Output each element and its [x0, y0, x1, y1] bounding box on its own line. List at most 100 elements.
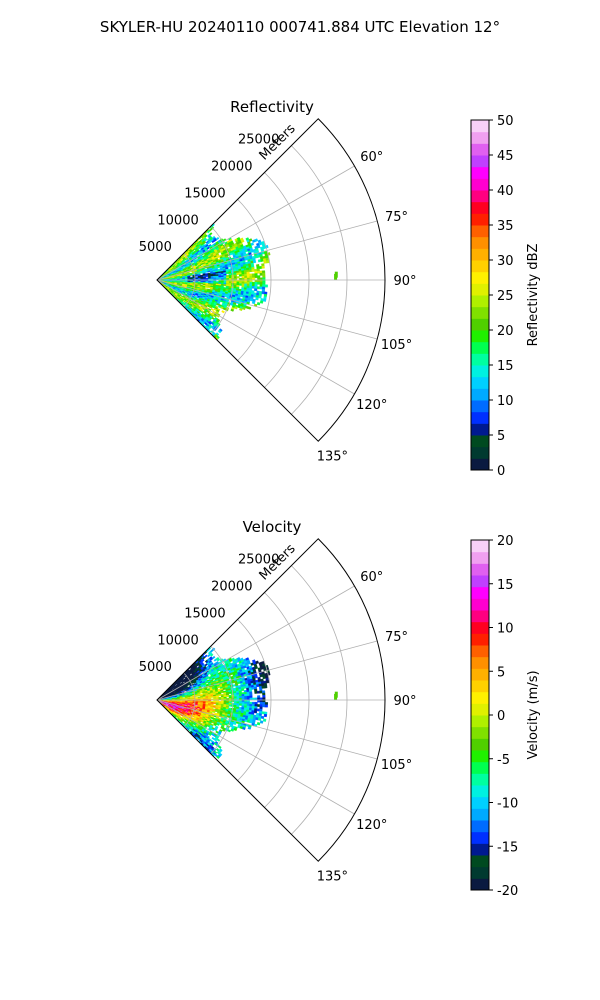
azimuth-tick-label: 135°	[317, 869, 348, 884]
colorbar-swatch	[471, 306, 489, 319]
colorbar-swatch	[471, 715, 489, 728]
colorbar-swatch	[471, 691, 489, 704]
colorbar-swatch	[471, 796, 489, 809]
colorbar-swatch	[471, 318, 489, 331]
azimuth-tick-label: 75°	[385, 630, 408, 645]
colorbar-swatch	[471, 458, 489, 471]
colorbar-swatch	[471, 831, 489, 844]
colorbar-swatch	[471, 866, 489, 879]
colorbar-tick-label: -15	[497, 840, 518, 855]
colorbar-tick-label: 35	[497, 219, 514, 234]
azimuth-spoke	[156, 165, 355, 281]
colorbar-swatch	[471, 143, 489, 156]
colorbar-swatch	[471, 411, 489, 424]
colorbar-swatch	[471, 435, 489, 448]
colorbar-swatch	[471, 610, 489, 623]
colorbar-swatch	[471, 855, 489, 868]
velocity-panel: Velocity 60° 75° 90° 105° 120° 135° 5000 10000 15…	[139, 518, 541, 899]
colorbar-swatch	[471, 400, 489, 413]
colorbar-swatch	[471, 446, 489, 459]
colorbar-swatch	[471, 621, 489, 634]
colorbar-swatch	[471, 633, 489, 646]
colorbar-swatch	[471, 843, 489, 856]
range-tick-label: 20000	[211, 160, 252, 175]
colorbar-swatch	[471, 738, 489, 751]
range-tick-label: 5000	[139, 660, 172, 675]
colorbar-swatch	[471, 213, 489, 226]
colorbar-swatch	[471, 820, 489, 833]
colorbar-swatch	[471, 575, 489, 588]
azimuth-spoke	[156, 279, 378, 340]
colorbar-swatch	[471, 236, 489, 249]
azimuth-tick-label: 120°	[356, 398, 387, 413]
colorbar-swatch	[471, 225, 489, 238]
polar-grid	[156, 145, 385, 415]
reflectivity-panel: Reflectivity60°75°90°105°120°135°5000100…	[139, 98, 541, 479]
figure-suptitle: SKYLER-HU 20240110 000741.884 UTC Elevat…	[100, 18, 500, 36]
colorbar-swatch	[471, 878, 489, 891]
polar-grid	[156, 565, 385, 835]
colorbar-swatch	[471, 295, 489, 308]
range-tick-label: 25000	[238, 553, 279, 568]
colorbar-tick-label: -20	[497, 884, 518, 899]
azimuth-spoke	[156, 699, 355, 815]
range-tick-label: 15000	[184, 186, 225, 201]
colorbar-swatch	[471, 551, 489, 564]
colorbar-label: Reflectivity dBZ	[526, 244, 541, 347]
sector-outline	[156, 538, 386, 862]
colorbar-swatch	[471, 656, 489, 669]
colorbar-swatch	[471, 761, 489, 774]
range-tick-label: 20000	[211, 580, 252, 595]
colorbar-swatch	[471, 808, 489, 821]
colorbar-tick-label: 20	[497, 324, 514, 339]
colorbar-swatch	[471, 785, 489, 798]
colorbar-tick-label: 15	[497, 578, 514, 593]
azimuth-tick-label: 90°	[393, 274, 416, 289]
colorbar-swatch	[471, 155, 489, 168]
colorbar-tick-label: 10	[497, 622, 514, 637]
range-tick-label: 10000	[157, 213, 198, 228]
range-tick-label: 5000	[139, 240, 172, 255]
colorbar: -20 -15 -10 -5 0 5 10 15 20 Velocity (m/s)	[470, 534, 541, 899]
colorbar-swatch	[471, 668, 489, 681]
radar-data-field	[158, 223, 338, 341]
panel-title: Reflectivity	[230, 98, 314, 116]
azimuth-tick-label: 75°	[385, 210, 408, 225]
range-tick-label: 10000	[157, 633, 198, 648]
panel-title: Velocity	[243, 518, 302, 536]
colorbar-swatch	[471, 190, 489, 203]
colorbar-swatch	[471, 365, 489, 378]
radar-data-field	[158, 646, 338, 760]
colorbar-swatch	[471, 201, 489, 214]
azimuth-tick-label: 135°	[317, 449, 348, 464]
colorbar-swatch	[471, 750, 489, 763]
colorbar-swatch	[471, 178, 489, 191]
azimuth-spoke	[156, 699, 378, 760]
colorbar-tick-label: 40	[497, 184, 514, 199]
colorbar-swatch	[471, 773, 489, 786]
colorbar-swatch	[471, 120, 489, 133]
colorbar-swatch	[471, 248, 489, 261]
colorbar-swatch	[471, 388, 489, 401]
colorbar-swatch	[471, 166, 489, 179]
range-tick-label: 25000	[238, 133, 279, 148]
colorbar-tick-label: 45	[497, 149, 514, 164]
polar-frame	[156, 538, 386, 862]
azimuth-spoke	[156, 640, 378, 701]
colorbar-tick-label: 5	[497, 665, 505, 680]
colorbar-swatch	[471, 330, 489, 343]
colorbar-swatch	[471, 563, 489, 576]
colorbar-label: Velocity (m/s)	[526, 670, 541, 759]
colorbar-swatch	[471, 283, 489, 296]
colorbar-tick-label: 0	[497, 464, 505, 479]
azimuth-spoke	[156, 585, 355, 701]
colorbar-swatch	[471, 271, 489, 284]
colorbar-swatch	[471, 341, 489, 354]
azimuth-tick-label: 60°	[360, 150, 383, 165]
colorbar-swatch	[471, 376, 489, 389]
colorbar-tick-label: -10	[497, 797, 518, 812]
colorbar: 0 5 10 15 20 25 30 35 40 45 50 Reflectivity dBZ	[470, 114, 541, 479]
colorbar-swatch	[471, 353, 489, 366]
colorbar-tick-label: 5	[497, 429, 505, 444]
